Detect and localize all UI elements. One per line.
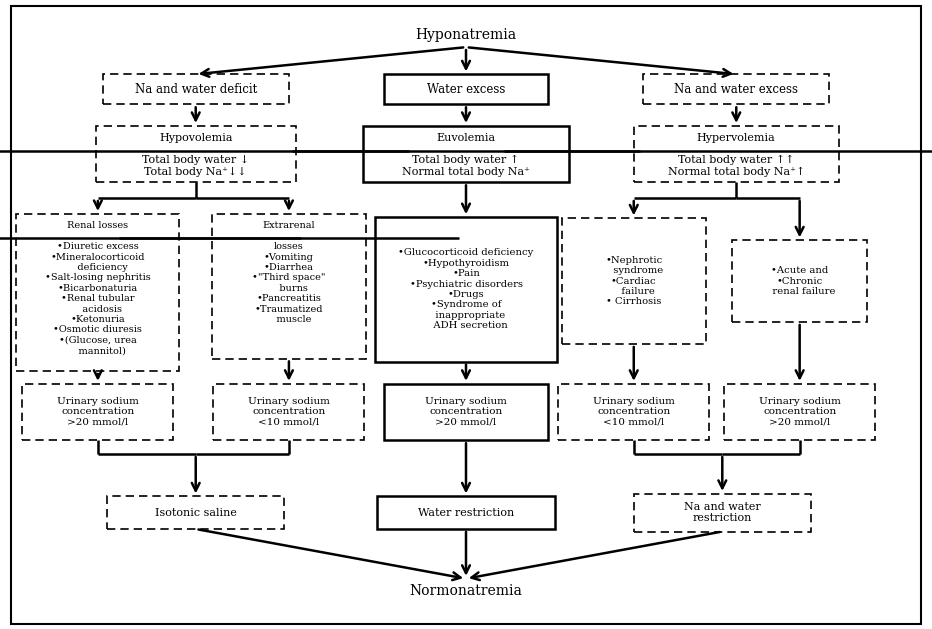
Text: Total body water ↓
Total body Na⁺↓↓: Total body water ↓ Total body Na⁺↓↓ bbox=[143, 155, 249, 177]
Bar bbox=[643, 74, 829, 104]
Text: Urinary sodium
concentration
<10 mmol/l: Urinary sodium concentration <10 mmol/l bbox=[593, 397, 675, 427]
Text: Isotonic saline: Isotonic saline bbox=[155, 508, 237, 518]
Bar bbox=[213, 384, 364, 440]
Text: Normonatremia: Normonatremia bbox=[409, 584, 523, 598]
Bar bbox=[377, 496, 555, 529]
Text: losses
•Vomiting
•Diarrhea
•"Third space"
   burns
•Pancreatitis
•Traumatized
  : losses •Vomiting •Diarrhea •"Third space… bbox=[253, 242, 325, 324]
Text: Urinary sodium
concentration
>20 mmol/l: Urinary sodium concentration >20 mmol/l bbox=[425, 397, 507, 427]
Bar bbox=[103, 74, 289, 104]
Text: Euvolemia: Euvolemia bbox=[436, 133, 496, 143]
Text: •Acute and
•Chronic
   renal failure: •Acute and •Chronic renal failure bbox=[763, 266, 836, 296]
Text: Hypovolemia: Hypovolemia bbox=[159, 133, 232, 143]
Text: Urinary sodium
concentration
>20 mmol/l: Urinary sodium concentration >20 mmol/l bbox=[57, 397, 139, 427]
Text: Hypervolemia: Hypervolemia bbox=[697, 133, 775, 143]
Text: Na and water
restriction: Na and water restriction bbox=[684, 502, 761, 523]
Text: Renal losses: Renal losses bbox=[67, 221, 129, 230]
Text: Extrarenal: Extrarenal bbox=[263, 221, 315, 230]
Bar bbox=[17, 214, 179, 371]
Text: •Glucocorticoid deficiency
•Hypothyroidism
•Pain
•Psychiatric disorders
•Drugs
•: •Glucocorticoid deficiency •Hypothyroidi… bbox=[398, 248, 534, 330]
Text: Urinary sodium
concentration
<10 mmol/l: Urinary sodium concentration <10 mmol/l bbox=[248, 397, 330, 427]
Bar bbox=[96, 126, 296, 182]
Bar bbox=[384, 74, 547, 104]
Bar bbox=[733, 240, 867, 322]
Bar bbox=[634, 494, 811, 532]
Text: Total body water ↑
Normal total body Na⁺: Total body water ↑ Normal total body Na⁺ bbox=[402, 155, 530, 177]
Bar bbox=[107, 496, 284, 529]
Text: Total body water ↑↑
Normal total body Na⁺↑: Total body water ↑↑ Normal total body Na… bbox=[667, 155, 805, 177]
Text: Na and water excess: Na and water excess bbox=[674, 83, 799, 96]
Text: Water excess: Water excess bbox=[427, 83, 505, 96]
Bar bbox=[384, 384, 547, 440]
Text: Na and water deficit: Na and water deficit bbox=[134, 83, 257, 96]
Bar bbox=[22, 384, 173, 440]
Text: •Nephrotic
   syndrome
•Cardiac
   failure
• Cirrhosis: •Nephrotic syndrome •Cardiac failure • C… bbox=[604, 256, 664, 306]
Bar bbox=[212, 214, 365, 359]
Bar bbox=[558, 384, 709, 440]
Text: •Diuretic excess
•Mineralocorticoid
   deficiency
•Salt-losing nephritis
•Bicarb: •Diuretic excess •Mineralocorticoid defi… bbox=[45, 242, 151, 355]
Text: Urinary sodium
concentration
>20 mmol/l: Urinary sodium concentration >20 mmol/l bbox=[759, 397, 841, 427]
Bar bbox=[375, 217, 556, 362]
Text: Hyponatremia: Hyponatremia bbox=[416, 28, 516, 42]
Bar bbox=[561, 218, 706, 344]
Bar bbox=[634, 126, 839, 182]
Text: Water restriction: Water restriction bbox=[418, 508, 514, 518]
Bar bbox=[724, 384, 875, 440]
Bar bbox=[363, 126, 569, 182]
